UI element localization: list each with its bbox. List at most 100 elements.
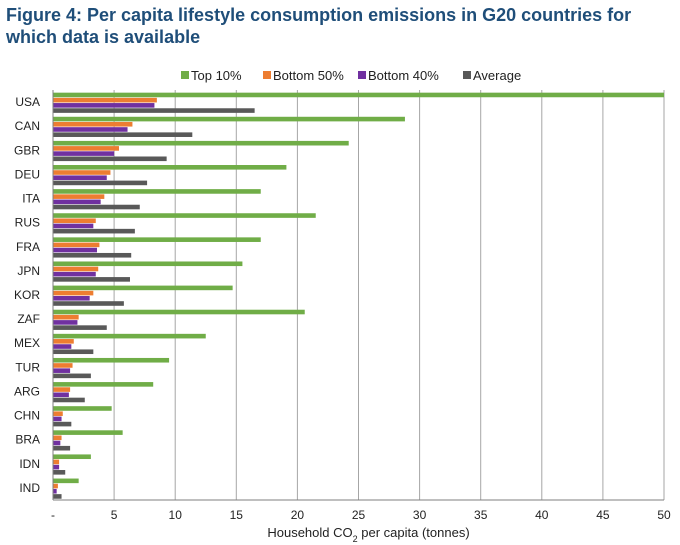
- chart-title: Figure 4: Per capita lifestyle consumpti…: [6, 5, 632, 47]
- bar-top-10--gbr: [53, 140, 349, 146]
- bar-bottom-50--arg: [53, 387, 71, 392]
- x-tick-label: 35: [474, 508, 488, 522]
- bar-bottom-40--usa: [53, 103, 155, 108]
- legend-swatch: [358, 71, 366, 79]
- x-tick-label: 5: [111, 508, 118, 522]
- bar-average-jpn: [53, 277, 130, 282]
- bar-average-bra: [53, 445, 71, 451]
- bar-top-10--ind: [53, 478, 79, 484]
- bar-average-chn: [53, 421, 72, 427]
- legend-swatch: [181, 71, 189, 79]
- y-tick-label: ITA: [22, 192, 40, 206]
- bar-bottom-50--kor: [53, 290, 94, 296]
- legend-swatch: [263, 71, 271, 79]
- bar-average-kor: [53, 301, 124, 306]
- bar-bottom-40--gbr: [53, 151, 115, 156]
- bar-bottom-40--can: [53, 127, 128, 132]
- y-tick-label: GBR: [14, 143, 40, 157]
- bar-bottom-50--chn: [53, 411, 63, 416]
- x-tick-label: 40: [535, 508, 549, 522]
- bar-bottom-40--bra: [53, 440, 61, 446]
- bar-bottom-50--rus: [53, 218, 96, 224]
- bar-average-mex: [53, 349, 94, 355]
- x-axis-label: Household CO2 per capita (tonnes): [267, 525, 469, 544]
- bar-bottom-40--jpn: [53, 271, 96, 277]
- bar-bottom-50--idn: [53, 459, 60, 465]
- y-tick-label: TUR: [15, 360, 40, 374]
- x-tick-label: 45: [596, 508, 610, 522]
- bar-bottom-50--tur: [53, 363, 73, 368]
- bar-bottom-50--gbr: [53, 146, 119, 151]
- bar-bottom-40--idn: [53, 464, 60, 470]
- bar-top-10--kor: [53, 285, 233, 291]
- bar-bottom-40--ita: [53, 199, 101, 205]
- bar-average-ind: [53, 494, 62, 499]
- bar-bottom-50--bra: [53, 435, 62, 441]
- bar-top-10--zaf: [53, 309, 305, 315]
- bar-average-gbr: [53, 156, 167, 162]
- bar-top-10--tur: [53, 357, 170, 363]
- bar-bottom-40--fra: [53, 247, 97, 253]
- y-tick-label: KOR: [14, 288, 40, 302]
- x-tick-label: 30: [413, 508, 427, 522]
- y-tick-label: CAN: [15, 119, 40, 133]
- bar-bottom-50--mex: [53, 339, 74, 344]
- x-tick-label: 15: [230, 508, 244, 522]
- bar-average-deu: [53, 180, 148, 186]
- legend-label: Top 10%: [191, 68, 242, 83]
- bar-bottom-50--can: [53, 121, 133, 127]
- y-tick-label: ARG: [14, 384, 40, 398]
- bar-top-10--chn: [53, 406, 112, 411]
- x-tick-label: -: [51, 508, 55, 522]
- x-tick-label: 10: [169, 508, 183, 522]
- y-tick-label: IDN: [19, 457, 40, 471]
- bar-bottom-50--fra: [53, 242, 100, 248]
- bar-bottom-50--ind: [53, 483, 58, 489]
- bar-average-zaf: [53, 325, 107, 330]
- y-tick-label: ZAF: [17, 312, 40, 326]
- bar-top-10--arg: [53, 382, 154, 387]
- bar-bottom-40--rus: [53, 223, 94, 229]
- bar-bottom-50--zaf: [53, 314, 79, 320]
- bar-average-usa: [53, 108, 255, 113]
- x-tick-label: 50: [657, 508, 671, 522]
- bar-average-fra: [53, 252, 132, 258]
- y-tick-label: DEU: [15, 167, 40, 181]
- bar-top-10--deu: [53, 165, 287, 170]
- bar-bottom-50--ita: [53, 194, 105, 199]
- bar-bottom-50--usa: [53, 97, 157, 103]
- bar-average-arg: [53, 397, 85, 403]
- bar-bottom-40--chn: [53, 416, 62, 422]
- x-tick-label: 20: [291, 508, 305, 522]
- bar-top-10--jpn: [53, 261, 243, 267]
- legend-label: Bottom 40%: [368, 68, 439, 83]
- bar-top-10--usa: [53, 92, 664, 98]
- bar-top-10--ita: [53, 189, 261, 194]
- y-tick-label: USA: [15, 95, 40, 109]
- bar-bottom-50--deu: [53, 170, 111, 175]
- bar-top-10--fra: [53, 237, 261, 242]
- bar-bottom-40--kor: [53, 296, 90, 301]
- bar-bottom-40--deu: [53, 175, 107, 181]
- bar-top-10--mex: [53, 333, 206, 339]
- bar-average-rus: [53, 228, 135, 234]
- y-tick-label: FRA: [16, 240, 40, 254]
- bar-average-ita: [53, 204, 140, 210]
- bar-bottom-40--tur: [53, 368, 71, 373]
- y-tick-label: JPN: [17, 264, 40, 278]
- bar-average-can: [53, 132, 193, 137]
- legend-label: Average: [473, 68, 521, 83]
- bar-top-10--rus: [53, 213, 316, 218]
- y-tick-label: IND: [19, 481, 40, 495]
- bar-average-tur: [53, 373, 91, 379]
- bar-bottom-50--jpn: [53, 266, 99, 272]
- y-tick-label: BRA: [15, 433, 40, 447]
- x-tick-label: 25: [352, 508, 366, 522]
- y-tick-label: MEX: [14, 336, 40, 350]
- bar-bottom-40--ind: [53, 488, 57, 494]
- y-tick-label: RUS: [15, 216, 40, 230]
- bar-bottom-40--zaf: [53, 320, 78, 325]
- legend-swatch: [463, 71, 471, 79]
- bar-average-idn: [53, 470, 66, 475]
